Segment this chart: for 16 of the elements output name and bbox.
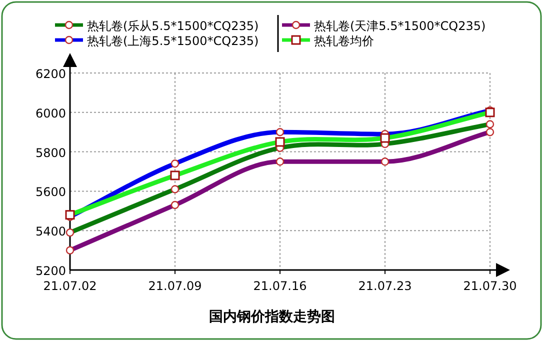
legend-label: 热轧卷(天津5.5*1500*CQ235) <box>314 19 486 33</box>
text: 国内钢价指数走势图 <box>209 309 335 325</box>
legend-label: 热轧卷均价 <box>314 34 374 48</box>
x-tick-label: 21.07.23 <box>358 279 412 293</box>
legend-label: 热轧卷(乐从5.5*1500*CQ235) <box>87 19 259 33</box>
x-tick-label: 21.07.30 <box>463 279 517 293</box>
x-tick-label: 21.07.16 <box>253 279 307 293</box>
x-tick-label: 21.07.09 <box>148 279 202 293</box>
x-tick-label: 21.07.02 <box>43 279 97 293</box>
y-tick-label: 5400 <box>35 224 66 239</box>
y-tick-label: 6000 <box>35 106 66 120</box>
y-tick-label: 6200 <box>35 67 66 81</box>
y-tick-label: 5200 <box>35 264 66 278</box>
y-tick-label: 5800 <box>35 146 66 160</box>
legend-label: 热轧卷(上海5.5*1500*CQ235) <box>87 34 259 48</box>
y-tick-label: 5600 <box>35 185 66 200</box>
